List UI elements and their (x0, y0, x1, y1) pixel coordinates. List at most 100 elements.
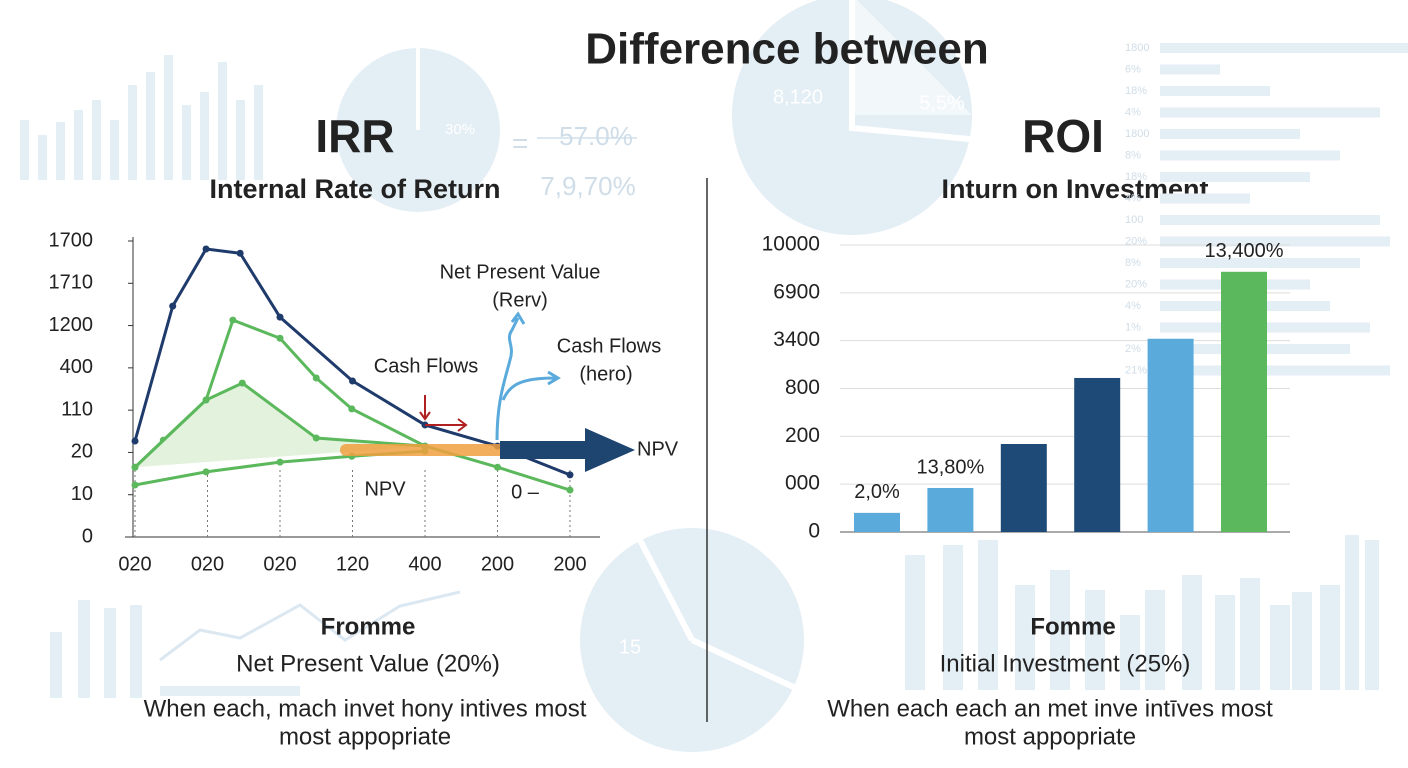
note: When each, mach invet hony intives most (144, 695, 587, 722)
point (312, 434, 320, 442)
point (276, 458, 284, 466)
y-tick-label: 10000 (762, 233, 820, 256)
bg-list-text: 18% (1125, 171, 1147, 183)
bg-list-text: 18% (1125, 85, 1147, 97)
point (348, 405, 356, 413)
bar (1074, 377, 1121, 532)
data-label: 13,80% (916, 456, 984, 478)
bg-list-bar (1160, 150, 1340, 161)
annotation: Cash Flows (557, 335, 661, 357)
bar (1147, 338, 1194, 532)
bg-list-bar (1160, 129, 1300, 139)
bg-list-text: 1800 (1125, 42, 1149, 54)
highlight (340, 444, 508, 456)
point (312, 374, 320, 382)
bg-list-text: 4% (1125, 192, 1141, 204)
bg-list-bar (1160, 107, 1380, 118)
y-tick-label: 200 (785, 424, 820, 447)
point (494, 463, 501, 471)
bg-text: 8,120 (773, 86, 823, 108)
bg-text: 5,5% (919, 92, 965, 114)
heading: ROI (1022, 110, 1104, 162)
y-tick-label: 3400 (773, 328, 820, 351)
point (566, 471, 574, 479)
bg-list-text: 4% (1125, 300, 1141, 312)
annotation: NPV (637, 438, 679, 460)
x-tick-label: 020 (191, 553, 224, 575)
point (202, 245, 210, 253)
detail: Net Present Value (20%) (236, 650, 500, 677)
background-texts: 30% 57.0% 7,9,70% 8,120 5,5% 15 (445, 86, 965, 658)
y-tick-label: 400 (60, 356, 93, 378)
background: = (20, 0, 1379, 752)
red-arrow (419, 395, 468, 432)
point (349, 377, 356, 385)
annotation: Cash Flows (374, 355, 478, 377)
equals-sign: = (512, 127, 528, 158)
bg-list-bar (1160, 193, 1250, 204)
bg-list-bar (1160, 86, 1270, 96)
y-tick-label: 800 (785, 376, 820, 399)
annotation: 0 – (511, 481, 540, 503)
bg-list-bar (1160, 258, 1360, 268)
point (238, 379, 246, 387)
point (202, 468, 210, 476)
bg-list-text: 4% (1125, 106, 1141, 118)
y-tick-label: 20 (71, 441, 93, 463)
annotation: NPV (364, 478, 406, 500)
bg-list-text: 20% (1125, 278, 1147, 290)
point (169, 302, 177, 310)
bg-list-text: 2% (1125, 343, 1141, 355)
bar (854, 512, 900, 532)
bg-list-bar (1160, 64, 1220, 75)
bar (927, 487, 974, 532)
y-tick-label: 1200 (49, 314, 94, 336)
y-tick-label: 6900 (773, 280, 820, 303)
y-tick-label: 10 (71, 483, 93, 505)
x-tick-label: 020 (118, 553, 151, 575)
bg-list-text: 20% (1125, 235, 1147, 247)
bar (1221, 271, 1267, 532)
x-tick-label: 200 (553, 553, 586, 575)
y-tick-label: 1710 (49, 272, 94, 294)
bg-text: 15 (619, 636, 641, 658)
bg-list-bar (1160, 236, 1390, 247)
bg-list-text: 1800 (1125, 128, 1149, 140)
y-tick-label: 110 (61, 398, 93, 420)
bg-list-text: 8% (1125, 257, 1141, 269)
bg-list-text: 6% (1125, 63, 1141, 75)
subheading: Internal Rate of Return (209, 174, 500, 204)
bg-text: 7,9,70% (540, 171, 635, 201)
point (131, 463, 139, 471)
bg-list-bar (1160, 43, 1408, 53)
note: most appopriate (964, 723, 1136, 750)
x-tick-label: 400 (408, 553, 441, 575)
bg-list-text: 21% (1125, 364, 1147, 376)
bg-list-bar (1160, 172, 1310, 182)
heading: IRR (315, 110, 394, 162)
bar (1000, 443, 1047, 532)
x-tick-label: 200 (481, 553, 514, 575)
point (131, 437, 139, 445)
y-tick-label: 0 (808, 520, 820, 543)
bg-list-text: 100 (1125, 214, 1143, 226)
bg-list-bar (1160, 365, 1390, 376)
point (276, 313, 284, 321)
note: When each each an met inve intīves most (827, 695, 1273, 722)
bg-text: 57.0% (559, 121, 633, 151)
y-tick-label: 000 (785, 472, 820, 495)
annotation: Net Present Value (440, 261, 601, 283)
point (131, 481, 139, 489)
label: Fromme (321, 613, 416, 640)
note: most appopriate (279, 723, 451, 750)
point (229, 316, 237, 324)
annotation: (Rerv) (492, 289, 548, 311)
point (566, 486, 574, 494)
label: Fomme (1030, 613, 1115, 640)
bg-list-bar (1160, 215, 1380, 225)
bg-text: 30% (445, 121, 475, 138)
point (202, 396, 210, 404)
x-tick-label: 120 (336, 553, 369, 575)
annotation: (hero) (579, 363, 632, 385)
point (236, 249, 244, 257)
